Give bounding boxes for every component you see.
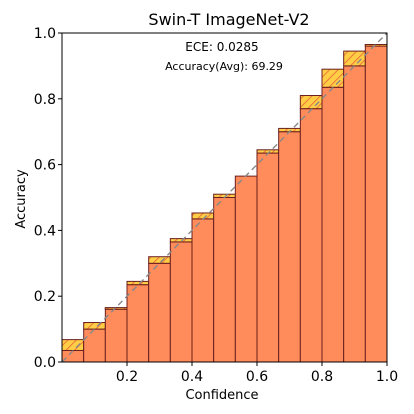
gap-bar-7 [191,212,215,220]
x-tick-label: 1.0 [376,369,398,385]
accuracy-bar-13 [321,86,345,363]
accuracy-bar-9 [234,175,258,363]
accuracy-bar-7 [191,218,215,363]
accuracy-bar-11 [278,131,301,363]
y-tick-label: 0.6 [34,158,56,174]
bars-layer [61,44,388,363]
diagonal-reference-line [61,32,388,363]
y-tick-label: 0.4 [34,223,56,239]
gap-bar-4 [126,280,150,286]
accuracy-bar-4 [126,284,150,363]
gap-bar-13 [321,68,345,88]
ece-annotation: ECE: 0.0285 [185,40,258,54]
accuracy-bar-12 [299,108,323,363]
plot-frame [61,32,388,363]
gap-bar-2 [83,322,106,330]
accuracy-bar-5 [148,262,171,363]
y-tick-label: 0.2 [34,289,56,305]
accuracy-bar-8 [213,197,236,363]
x-axis-ticks: 0.2 0.4 0.6 0.8 1.0 [116,362,398,385]
y-tick-label: 0.8 [34,92,56,108]
gap-bar-15 [364,44,388,47]
accuracy-bar-15 [364,44,388,363]
accuracy-bar-3 [104,307,128,363]
gap-bar-6 [169,238,193,243]
x-tick-label: 0.2 [116,369,138,385]
y-axis-ticks: 0.0 0.2 0.4 0.6 0.8 1.0 [34,26,62,371]
avg-accuracy-annotation: Accuracy(Avg): 69.29 [165,60,283,73]
gap-bar-10 [256,149,280,154]
gap-bar-14 [343,50,366,67]
x-tick-label: 0.6 [246,369,268,385]
y-tick-label: 1.0 [34,26,56,42]
chart-title: Swin-T ImageNet-V2 [148,10,309,29]
gap-bar-1 [61,339,85,351]
y-axis-label: Accuracy [14,169,29,229]
accuracy-bar-2 [83,328,106,363]
x-tick-label: 0.8 [311,369,333,385]
x-tick-label: 0.4 [181,369,203,385]
accuracy-bar-14 [343,65,366,363]
accuracy-bar-6 [169,241,193,363]
x-axis-label: Confidence [185,388,258,403]
gap-bar-3 [104,307,128,310]
accuracy-bar-1 [61,349,85,363]
y-tick-label: 0.0 [34,355,56,371]
accuracy-bar-10 [256,152,280,363]
gap-bar-5 [148,256,171,264]
